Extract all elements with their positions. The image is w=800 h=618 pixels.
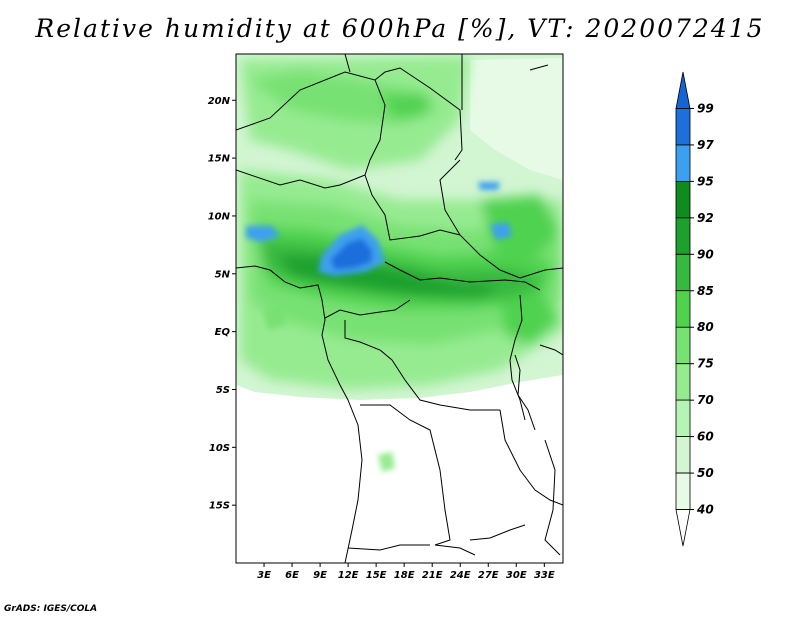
map-title: Relative humidity at 600hPa [%], VT: 202… <box>35 14 765 43</box>
colorbar-label: 95 <box>697 174 714 188</box>
grads-credit: GrADS: IGES/COLA <box>4 604 98 614</box>
colorbar-swatch <box>675 253 691 292</box>
lat-tick-label: EQ <box>215 327 231 338</box>
colorbar-swatch <box>675 217 691 255</box>
lat-tick-label: 20N <box>208 96 231 107</box>
colorbar-swatch <box>675 144 691 182</box>
lat-tick-label: 15N <box>208 154 231 165</box>
country-borders <box>236 54 563 563</box>
lon-tick-label: 30E <box>506 570 527 581</box>
lon-tick-label: 21E <box>422 570 443 581</box>
colorbar-swatch <box>675 472 691 510</box>
lon-tick-label: 12E <box>338 570 359 581</box>
lon-tick-label: 6E <box>285 570 299 581</box>
colorbar-label: 80 <box>697 320 714 334</box>
colorbar-swatch <box>675 290 691 328</box>
colorbar-label: 99 <box>697 101 714 115</box>
lon-tick-label: 24E <box>450 570 471 581</box>
colorbar-label: 92 <box>697 211 714 225</box>
colorbar-swatch <box>675 509 691 547</box>
colorbar-swatch <box>675 399 691 438</box>
lat-tick-label: 5N <box>215 269 231 280</box>
colorbar-swatch <box>675 436 691 474</box>
lon-tick-label: 15E <box>366 570 387 581</box>
colorbar-label: 70 <box>697 393 714 407</box>
colorbar-swatch <box>675 180 691 219</box>
colorbar: 99 97 95 92 90 85 80 75 70 60 50 40 <box>675 71 714 547</box>
colorbar-label: 40 <box>696 503 714 517</box>
lat-tick-label: 15S <box>209 501 230 512</box>
colorbar-swatch <box>675 108 691 146</box>
colorbar-label: 75 <box>697 357 714 371</box>
lon-tick-label: 9E <box>313 570 327 581</box>
lat-tick-label: 5S <box>216 385 230 396</box>
lon-tick-label: 33E <box>534 570 555 581</box>
colorbar-label: 50 <box>697 466 714 480</box>
colorbar-label: 60 <box>697 430 714 444</box>
colorbar-swatch <box>675 363 691 401</box>
lon-tick-label: 27E <box>478 570 499 581</box>
humidity-field <box>236 54 563 563</box>
colorbar-swatch <box>675 326 691 365</box>
map-frame <box>235 53 564 564</box>
latitude-axis: 20N 15N 10N 5N EQ 5S 10S 15S <box>208 96 236 512</box>
lon-tick-label: 18E <box>394 570 415 581</box>
lat-tick-label: 10S <box>209 443 230 454</box>
colorbar-label: 90 <box>697 247 714 261</box>
colorbar-label: 85 <box>697 284 714 298</box>
colorbar-label: 97 <box>697 138 714 152</box>
colorbar-swatch <box>675 71 691 109</box>
longitude-axis: 3E 6E 9E 12E 15E 18E 21E 24E 27E 30E 33E <box>257 563 555 581</box>
lat-tick-label: 10N <box>208 211 231 222</box>
lon-tick-label: 3E <box>257 570 271 581</box>
